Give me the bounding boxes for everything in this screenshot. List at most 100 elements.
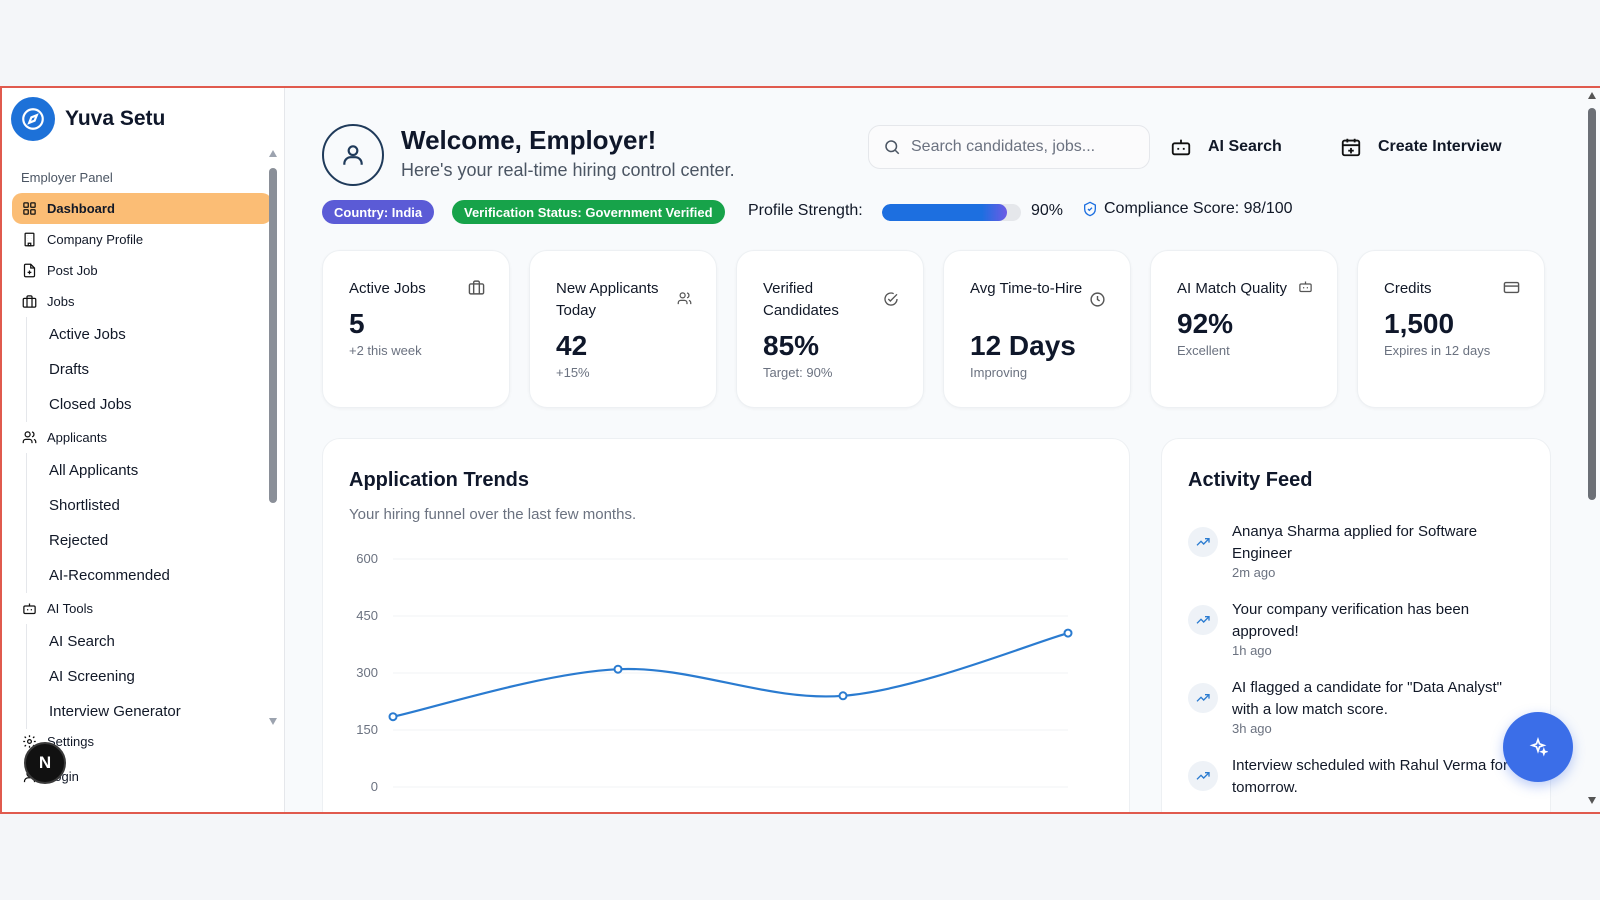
activity-time: 1h ago [1232,643,1272,658]
dev-badge[interactable]: N [24,742,66,784]
avatar[interactable] [322,124,384,186]
credit-card-icon [1503,279,1520,296]
trends-line-chart[interactable]: 600 450 300 150 0 [323,539,1131,814]
ai-assistant-fab[interactable] [1503,712,1573,782]
page-title: Welcome, Employer! [401,125,657,155]
trending-up-icon [1188,683,1218,713]
stat-title: Verified Candidates [763,280,839,319]
scroll-down-arrow-icon[interactable] [269,718,277,725]
sidebar-subitem-all-applicants[interactable]: All Applicants [26,453,272,488]
users-icon [677,291,692,306]
activity-title: Activity Feed [1188,469,1313,491]
country-badge: Country: India [322,200,435,224]
scroll-down-arrow-icon[interactable] [1588,797,1596,804]
sidebar-item-dashboard[interactable]: Dashboard [12,193,272,224]
stat-card-credits[interactable]: Credits 1,500 Expires in 12 days [1357,250,1545,408]
sidebar-item-applicants[interactable]: Applicants [12,422,272,453]
stat-value: 42 [556,330,588,361]
page-subtitle: Here's your real-time hiring control cen… [401,160,735,180]
activity-item[interactable]: Ananya Sharma applied for Software Engin… [1188,521,1528,581]
gear-icon [21,734,37,750]
building-icon [21,232,37,248]
stat-sub: Improving [970,365,1028,380]
stat-sub: +2 this week [349,343,422,358]
data-point[interactable] [1063,628,1073,638]
trends-title: Application Trends [349,469,530,491]
sidebar-item-label: Jobs [47,294,75,309]
robot-icon [1298,279,1313,294]
scroll-up-arrow-icon[interactable] [1588,92,1596,99]
main-scrollbar[interactable] [1586,90,1598,810]
stat-value: 5 [349,308,365,339]
ai-search-label: AI Search [1208,138,1282,155]
profile-strength-fill [882,204,1008,221]
compliance-score: Compliance Score: 98/100 [1082,200,1293,218]
activity-item[interactable]: AI flagged a candidate for "Data Analyst… [1188,677,1528,737]
search-input[interactable] [911,138,1131,156]
data-point[interactable] [838,691,848,701]
search-box[interactable] [868,125,1150,169]
trending-up-icon [1188,527,1218,557]
y-tick-label: 300 [356,665,378,680]
scrollbar-thumb[interactable] [269,168,277,503]
trending-up-icon [1188,761,1218,791]
sidebar-item-label: Settings [47,734,94,749]
robot-icon [1170,136,1192,158]
search-icon [883,138,901,156]
y-tick-label: 600 [356,551,378,566]
sidebar-subitem-interview-generator[interactable]: Interview Generator [26,694,272,729]
profile-strength-bar [882,204,1021,221]
briefcase-icon [21,294,37,310]
grid-icon [21,201,37,217]
stat-title: Active Jobs [349,280,426,297]
activity-time: 3h ago [1232,721,1272,736]
compliance-text: Compliance Score: 98/100 [1104,200,1293,217]
activity-time: 2m ago [1232,565,1276,580]
trending-up-icon [1188,605,1218,635]
create-interview-button[interactable]: Create Interview [1340,131,1502,163]
stat-card-avg-time-to-hire[interactable]: Avg Time-to-Hire 12 Days Improving [943,250,1131,408]
stat-card-new-applicants[interactable]: New Applicants Today 42 +15% [529,250,717,408]
series-line [392,632,1069,718]
panel-label: Employer Panel [21,170,113,185]
scrollbar-thumb[interactable] [1588,108,1596,500]
sidebar-subitem-active-jobs[interactable]: Active Jobs [26,317,272,352]
sidebar-subitem-drafts[interactable]: Drafts [26,352,272,387]
stat-title: Credits [1384,280,1432,297]
brand[interactable]: Yuva Setu [2,88,284,150]
sidebar-nav: Dashboard Company Profile Post Job Jobs … [2,193,284,729]
activity-message: AI flagged a candidate for "Data Analyst… [1232,679,1502,718]
stat-card-ai-match-quality[interactable]: AI Match Quality 92% Excellent [1150,250,1338,408]
sidebar-scrollbar[interactable] [268,150,278,725]
compass-icon [11,97,55,141]
sidebar-subitem-shortlisted[interactable]: Shortlisted [26,488,272,523]
sidebar-item-company-profile[interactable]: Company Profile [12,224,272,255]
sidebar-item-label: Applicants [47,430,107,445]
data-point[interactable] [388,712,398,722]
sidebar-item-label: Company Profile [47,232,144,247]
stat-card-verified-candidates[interactable]: Verified Candidates 85% Target: 90% [736,250,924,408]
sidebar-subitem-ai-recommended[interactable]: AI-Recommended [26,558,272,593]
sidebar-item-ai-tools[interactable]: AI Tools [12,593,272,624]
ai-search-button[interactable]: AI Search [1170,131,1282,163]
sidebar-subitem-rejected[interactable]: Rejected [26,523,272,558]
sidebar-subitem-ai-screening[interactable]: AI Screening [26,659,272,694]
stat-value: 1,500 [1384,308,1455,339]
data-point[interactable] [613,664,623,674]
brand-name: Yuva Setu [65,107,166,130]
sidebar-item-settings[interactable]: Settings [12,726,262,757]
activity-item[interactable]: Your company verification has been appro… [1188,599,1528,659]
sidebar-item-post-job[interactable]: Post Job [12,255,272,286]
main-content: Welcome, Employer! Here's your real-time… [285,88,1600,812]
scroll-up-arrow-icon[interactable] [269,150,277,157]
activity-item[interactable]: Interview scheduled with Rahul Verma for… [1188,755,1528,799]
stat-card-active-jobs[interactable]: Active Jobs 5 +2 this week [322,250,510,408]
sidebar-subitem-closed-jobs[interactable]: Closed Jobs [26,387,272,422]
sidebar-item-label: AI Tools [47,601,94,616]
stat-value: 92% [1177,308,1234,339]
sidebar-item-jobs[interactable]: Jobs [12,286,272,317]
profile-strength-label: Profile Strength: [748,202,863,219]
stat-sub: +15% [556,365,590,380]
create-interview-label: Create Interview [1378,138,1502,155]
sidebar-subitem-ai-search[interactable]: AI Search [26,624,272,659]
